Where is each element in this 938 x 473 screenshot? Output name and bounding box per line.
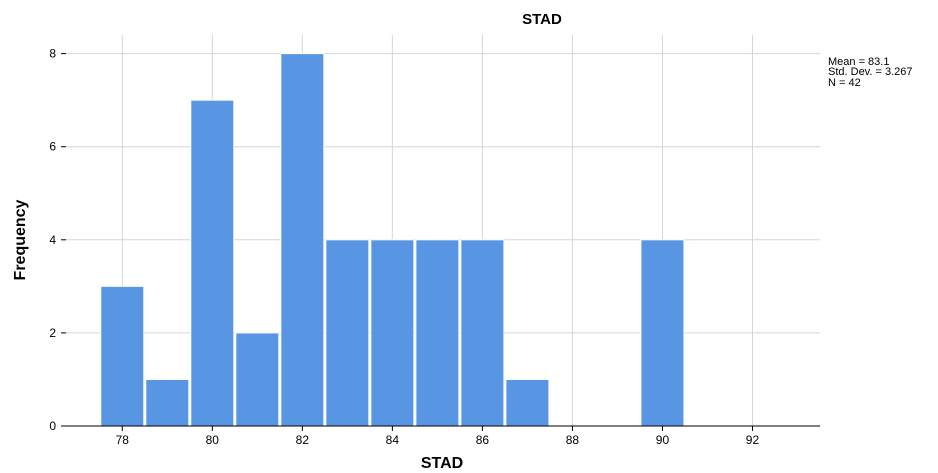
x-tick-label: 88: [566, 433, 580, 447]
y-tick-labels: 0 2 4 6 8: [49, 47, 66, 433]
stat-std-dev: Std. Dev. = 3.267: [828, 66, 913, 78]
x-tick-label: 80: [206, 433, 220, 447]
histogram-bar: [145, 378, 190, 427]
stat-n: N = 42: [828, 77, 861, 89]
x-axis-title: STAD: [421, 455, 463, 472]
histogram-bar: [190, 99, 235, 427]
x-tick-labels: 78 80 82 84 86 88 90 92: [116, 426, 760, 447]
x-tick-label: 82: [296, 433, 310, 447]
histogram-bar: [280, 53, 325, 427]
x-tick-label: 90: [656, 433, 670, 447]
statistics-box: Mean = 83.1 Std. Dev. = 3.267 N = 42: [828, 56, 913, 89]
y-tick-label: 6: [49, 140, 56, 154]
x-tick-label: 92: [746, 433, 760, 447]
y-tick-label: 0: [49, 419, 56, 433]
histogram-bar: [415, 239, 460, 427]
histogram-bar: [640, 239, 685, 427]
y-axis-title: Frequency: [12, 199, 29, 280]
histogram-bar: [370, 239, 415, 427]
histogram-bar: [325, 239, 370, 427]
y-tick-label: 4: [49, 233, 56, 247]
x-tick-label: 84: [386, 433, 400, 447]
histogram-bar: [460, 239, 505, 427]
x-tick-label: 78: [116, 433, 130, 447]
histogram-bar: [505, 378, 550, 427]
y-tick-label: 8: [49, 47, 56, 61]
bars: [100, 53, 685, 427]
chart-title: STAD: [522, 11, 562, 28]
histogram-bar: [235, 332, 280, 427]
stat-mean: Mean = 83.1: [828, 56, 889, 68]
y-tick-label: 2: [49, 326, 56, 340]
x-tick-label: 86: [476, 433, 490, 447]
histogram-bar: [100, 285, 145, 427]
